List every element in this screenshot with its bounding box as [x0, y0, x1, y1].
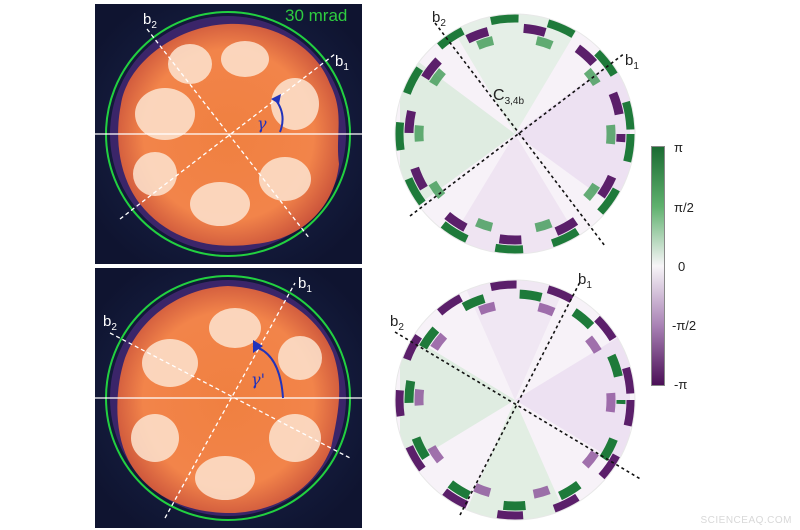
axis-b1-label: b1	[625, 52, 639, 72]
angle-gamma-prime-label: γ'	[251, 370, 265, 389]
watermark: SCIENCEAQ.COM	[700, 515, 792, 526]
diffraction-panel-top: 30 mrad b2 b1 γ	[95, 4, 362, 264]
colorbar-tick-pi: π	[674, 140, 683, 155]
axis-b1-label: b1	[298, 275, 312, 295]
axis-b2-label: b2	[103, 313, 117, 333]
angle-gamma-label: γ	[257, 114, 267, 133]
axis-b1-label: b1	[578, 271, 592, 291]
axis-b2-label: b2	[143, 11, 157, 31]
phase-map-top: b2 b1 C3,4b	[380, 8, 650, 263]
aberration-label: C3,4b	[493, 87, 525, 108]
axis-b2-label: b2	[390, 313, 404, 333]
phase-colorbar	[651, 146, 665, 386]
colorbar-tick-half-pi: π/2	[674, 200, 694, 215]
axis-b2-label: b2	[432, 9, 446, 29]
phase-map-bottom: b1 b2	[380, 270, 650, 525]
axis-b1-label: b1	[335, 53, 349, 73]
colorbar-tick-neg-pi: -π	[674, 377, 688, 392]
scale-label: 30 mrad	[285, 6, 348, 25]
colorbar-tick-zero: 0	[678, 259, 686, 274]
diffraction-panel-bottom: b1 b2 γ'	[95, 268, 362, 528]
colorbar-tick-neg-half-pi: -π/2	[672, 318, 697, 333]
